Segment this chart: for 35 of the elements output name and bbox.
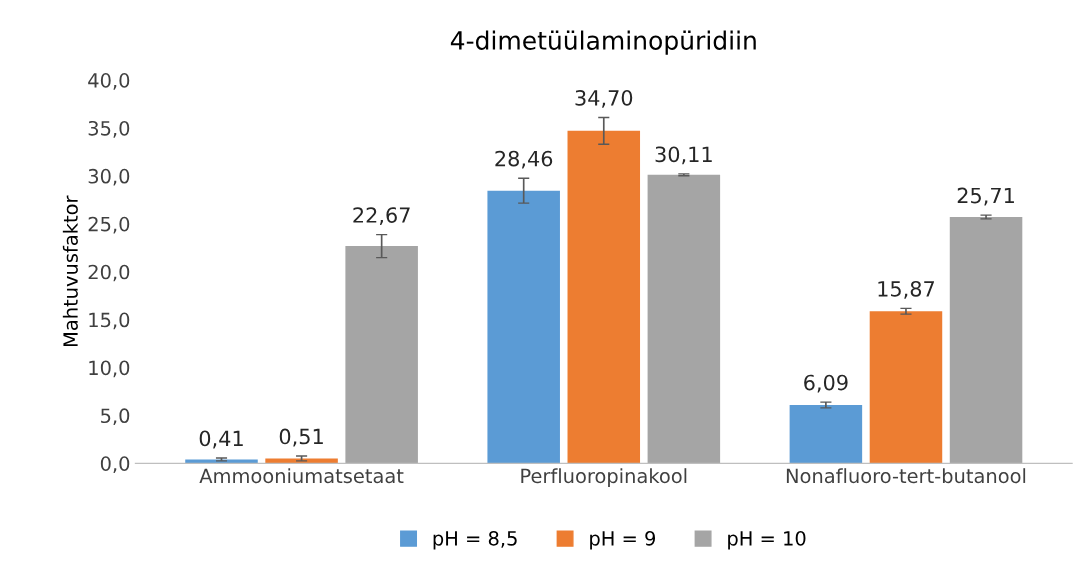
bar [345,246,418,464]
legend-label: pH = 10 [728,530,806,550]
y-tick-label: 20,0 [88,264,130,282]
bar [647,174,721,464]
chart-title: 4-dimetüülaminopüridiin [450,30,756,55]
y-tick-label: 0,0 [100,456,130,473]
bar [265,458,338,464]
data-label: 34,70 [575,89,633,108]
y-tick-label: 25,0 [88,216,130,234]
y-tick-label: 35,0 [88,120,130,138]
x-tick-label: Perfluoropinakool [521,468,687,487]
bar [949,216,1023,464]
y-tick-label: 5,0 [101,408,130,426]
y-tick-label: 15,0 [89,312,130,330]
data-label: 0,41 [199,430,243,449]
legend-label: pH = 9 [590,530,656,550]
bar [789,404,863,464]
bar [567,130,641,464]
data-label: 28,46 [495,150,553,169]
data-label: 6,09 [804,374,848,393]
bar [869,311,943,464]
data-label: 15,87 [878,280,934,299]
y-axis-title: Mahtuvusfaktor [62,195,78,347]
data-label: 22,67 [353,207,410,226]
bar [487,190,560,464]
data-label: 0,51 [279,428,323,447]
bar [185,459,258,464]
x-tick-label: Nonafluoro-tert-butanool [786,468,1026,484]
x-tick-label: Ammooniumatsetaat [199,468,404,484]
data-label: 30,11 [655,146,712,165]
data-label: 25,71 [957,187,1014,206]
y-tick-label: 40,0 [88,73,130,90]
y-tick-label: 30,0 [88,168,130,186]
legend-label: pH = 8,5 [433,530,517,550]
y-tick-label: 10,0 [89,360,130,378]
